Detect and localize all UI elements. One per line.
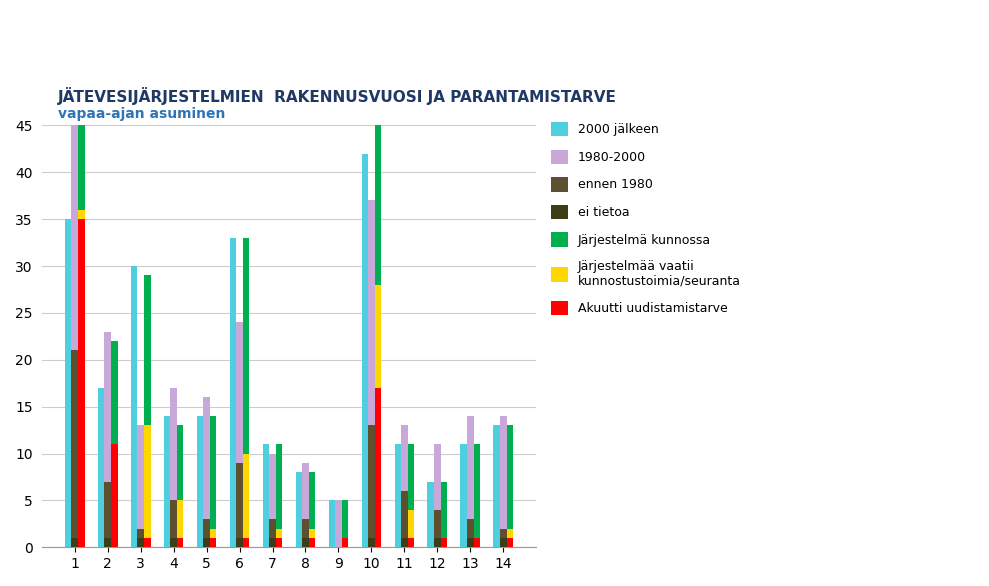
Bar	[328, 500, 335, 547]
Bar	[104, 332, 111, 482]
Bar	[474, 444, 481, 538]
Bar	[243, 454, 249, 538]
Bar	[210, 538, 217, 547]
Bar	[144, 275, 150, 425]
Bar	[467, 538, 474, 547]
Bar	[303, 519, 309, 538]
Bar	[434, 538, 441, 547]
Bar	[204, 397, 210, 519]
Bar	[98, 388, 104, 547]
Bar	[144, 425, 150, 538]
Bar	[64, 219, 71, 547]
Bar	[494, 425, 500, 547]
Bar	[402, 491, 407, 538]
Bar	[303, 463, 309, 519]
Bar	[78, 210, 84, 219]
Bar	[342, 500, 348, 538]
Bar	[269, 454, 276, 519]
Bar	[204, 519, 210, 538]
Bar	[467, 519, 474, 538]
Bar	[342, 538, 348, 547]
Bar	[197, 416, 204, 547]
Bar	[131, 266, 137, 547]
Bar	[137, 529, 144, 538]
Bar	[243, 238, 249, 454]
Bar	[104, 538, 111, 547]
Bar	[407, 538, 414, 547]
Bar	[375, 60, 382, 285]
Bar	[210, 529, 217, 538]
Bar	[204, 538, 210, 547]
Bar	[229, 238, 236, 547]
Bar	[210, 416, 217, 529]
Bar	[427, 482, 434, 547]
Bar	[402, 425, 407, 491]
Bar	[111, 444, 118, 547]
Bar	[434, 444, 441, 510]
Bar	[309, 472, 315, 529]
Bar	[177, 500, 184, 538]
Bar	[506, 538, 513, 547]
Bar	[236, 463, 243, 538]
Bar	[137, 425, 144, 529]
Bar	[111, 341, 118, 444]
Bar	[474, 538, 481, 547]
Bar	[164, 416, 170, 547]
Bar	[461, 444, 467, 547]
Bar	[500, 416, 506, 529]
Bar	[407, 444, 414, 510]
Bar	[303, 538, 309, 547]
Bar	[104, 482, 111, 538]
Bar	[71, 32, 78, 350]
Bar	[368, 200, 375, 425]
Bar	[402, 538, 407, 547]
Bar	[78, 0, 84, 210]
Bar	[362, 154, 368, 547]
Bar	[309, 538, 315, 547]
Bar	[296, 472, 303, 547]
Bar	[375, 388, 382, 547]
Bar	[276, 538, 283, 547]
Text: vapaa-ajan asuminen: vapaa-ajan asuminen	[58, 107, 225, 121]
Legend: 2000 jälkeen, 1980-2000, ennen 1980, ei tietoa, Järjestelmä kunnossa, Järjestelm: 2000 jälkeen, 1980-2000, ennen 1980, ei …	[546, 117, 746, 321]
Bar	[144, 538, 150, 547]
Bar	[269, 538, 276, 547]
Bar	[441, 482, 447, 538]
Bar	[236, 322, 243, 463]
Bar	[368, 425, 375, 538]
Bar	[335, 500, 342, 547]
Bar	[177, 538, 184, 547]
Bar	[500, 529, 506, 538]
Bar	[395, 444, 402, 547]
Bar	[137, 538, 144, 547]
Bar	[276, 529, 283, 538]
Bar	[309, 529, 315, 538]
Bar	[177, 425, 184, 500]
Bar	[368, 538, 375, 547]
Bar	[467, 416, 474, 519]
Bar	[407, 510, 414, 538]
Bar	[434, 510, 441, 538]
Bar	[170, 388, 177, 500]
Bar	[71, 350, 78, 538]
Bar	[170, 500, 177, 538]
Text: JÄTEVESIJÄRJESTELMIEN  RAKENNUSVUOSI JA PARANTAMISTARVE: JÄTEVESIJÄRJESTELMIEN RAKENNUSVUOSI JA P…	[58, 87, 617, 105]
Bar	[506, 529, 513, 538]
Bar	[71, 538, 78, 547]
Bar	[506, 425, 513, 529]
Bar	[500, 538, 506, 547]
Bar	[269, 519, 276, 538]
Bar	[375, 285, 382, 388]
Bar	[263, 444, 269, 547]
Bar	[276, 444, 283, 529]
Bar	[170, 538, 177, 547]
Bar	[78, 219, 84, 547]
Bar	[441, 538, 447, 547]
Bar	[243, 538, 249, 547]
Bar	[236, 538, 243, 547]
